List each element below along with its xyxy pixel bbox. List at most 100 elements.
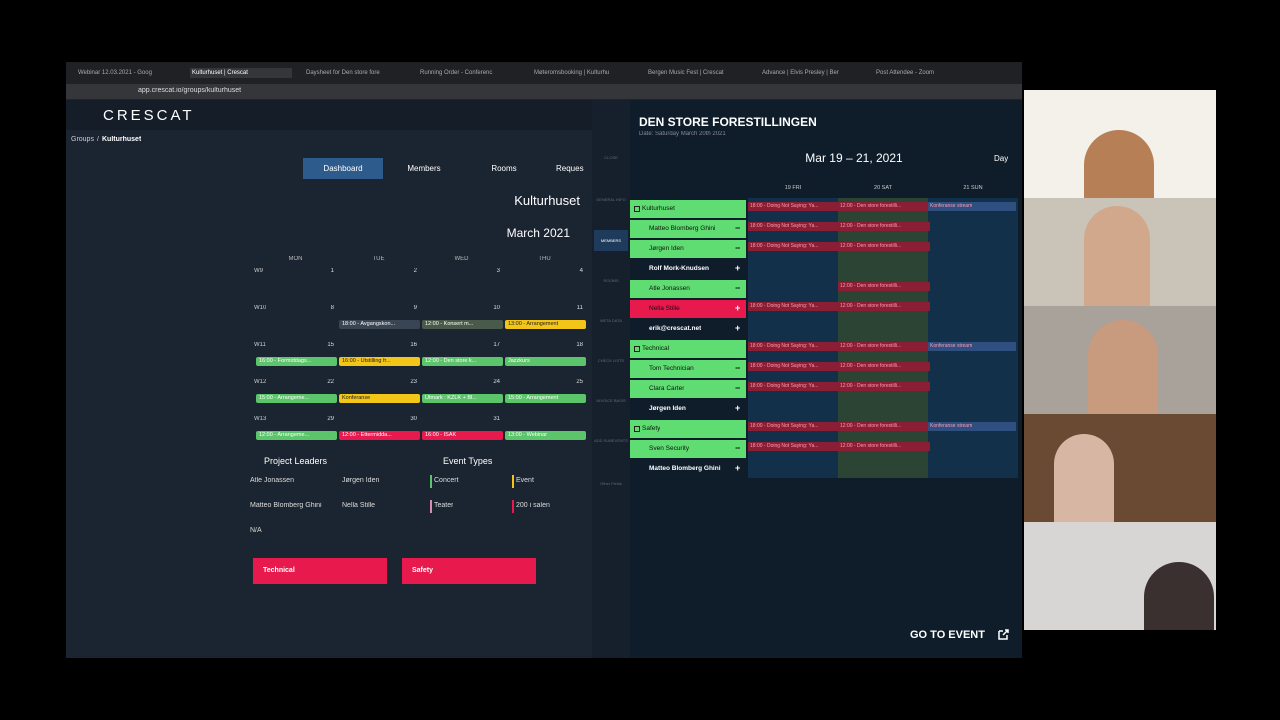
browser-tab[interactable]: Running Order - Conferenc — [420, 70, 493, 76]
sidebar-item[interactable]: GENERAL INFO — [596, 197, 626, 202]
timeline-bar[interactable]: Konferanse stream — [928, 202, 1016, 211]
leader-name: Atle Jonassen — [250, 477, 294, 484]
timeline-bar[interactable]: 18:00 - Doing Not Saying: Ya... — [748, 342, 840, 351]
calendar-event[interactable]: 18:00 - Avgangskon... — [339, 320, 420, 329]
nav-tab[interactable]: Rooms — [491, 164, 517, 173]
sidebar-item[interactable]: MEMBERS — [594, 230, 628, 251]
member-name: Nella Stille — [649, 305, 680, 312]
timeline-bar[interactable]: 12:00 - Den store forestilli... — [838, 422, 930, 431]
member-name: Jørgen Iden — [649, 245, 684, 252]
timeline-bar[interactable]: Konferanse stream — [928, 342, 1016, 351]
timeline-bar[interactable]: 12:00 - Den store forestilli... — [838, 282, 930, 291]
calendar-event[interactable]: 13:00 - Arrangement — [505, 320, 586, 329]
breadcrumb-link[interactable]: Groups — [71, 136, 94, 143]
date: 17 — [493, 342, 500, 348]
member-bg — [630, 380, 746, 398]
sidebar-item[interactable]: CHECK LISTS — [597, 358, 625, 363]
calendar-event[interactable]: 12:00 - Ettermidda... — [339, 431, 420, 440]
timeline-bar[interactable]: 18:00 - Doing Not Saying: Ya... — [748, 242, 840, 251]
browser-tab[interactable]: Webinar 12.03.2021 - Goog — [78, 70, 152, 76]
type-color — [430, 475, 432, 488]
button[interactable]: Technical — [253, 558, 387, 584]
video-tile — [1024, 90, 1216, 198]
timeline-bar[interactable]: 18:00 - Doing Not Saying: Ya... — [748, 422, 840, 431]
address-bar — [66, 84, 1022, 99]
toggle[interactable]: + — [735, 463, 741, 473]
sidebar-item[interactable]: ROOMS — [603, 278, 619, 283]
calendar-event[interactable]: Konferanse — [339, 394, 420, 403]
timeline-bar[interactable]: 18:00 - Doing Not Saying: Ya... — [748, 442, 840, 451]
week-label: W9 — [254, 268, 263, 274]
calendar-event[interactable]: Utmark : KZLK + Bl... — [422, 394, 503, 403]
button[interactable]: Safety — [402, 558, 536, 584]
range: Mar 19 – 21, 2021 — [805, 151, 903, 165]
timeline-bar[interactable]: 18:00 - Doing Not Saying: Ya... — [748, 202, 840, 211]
browser-tab[interactable]: Daysheet for Den store fore — [306, 70, 380, 76]
timeline-bar[interactable]: 18:00 - Doing Not Saying: Ya... — [748, 382, 840, 391]
toggle[interactable]: − — [735, 363, 741, 373]
calendar-event[interactable]: 12:00 - Den store k... — [422, 357, 503, 366]
go-to-event[interactable]: GO TO EVENT — [910, 629, 985, 641]
toggle[interactable]: + — [735, 323, 741, 333]
timeline-bar[interactable]: 18:00 - Doing Not Saying: Ya... — [748, 222, 840, 231]
toggle[interactable]: + — [735, 403, 741, 413]
toggle[interactable]: − — [735, 443, 741, 453]
date: 22 — [327, 379, 334, 385]
timeline-bar[interactable]: 12:00 - Den store forestilli... — [838, 342, 930, 351]
view[interactable]: Day — [994, 154, 1009, 163]
calendar-event[interactable]: 16:00 - ISAK — [422, 431, 503, 440]
member-bg — [630, 360, 746, 378]
leader-name: Matteo Blomberg Ghini — [250, 502, 322, 509]
sidebar-item[interactable]: INVOICE BASIS — [596, 398, 626, 403]
timeline-bar[interactable]: 12:00 - Den store forestilli... — [838, 302, 930, 311]
calendar-event[interactable]: Jazzkurs — [505, 357, 586, 366]
calendar-event[interactable]: 12:00 - Arrangeme... — [256, 431, 337, 440]
toggle[interactable]: − — [735, 283, 741, 293]
sidebar-item[interactable]: META DATA — [600, 318, 622, 323]
sidebar-item[interactable]: CLOSE — [604, 155, 618, 160]
calendar-event[interactable]: 12:00 - Konsert m... — [422, 320, 503, 329]
calendar-event[interactable]: 16:00 - Utstilling fr... — [339, 357, 420, 366]
toggle[interactable]: + — [735, 263, 741, 273]
calendar-event[interactable]: 13:00 - Webinar — [505, 431, 586, 440]
nav-tab[interactable]: Members — [407, 164, 441, 173]
nav-tab[interactable]: Reques — [556, 164, 584, 173]
sidebar-item[interactable]: ADD SUBEVENTS — [594, 438, 628, 443]
day-header: MON — [288, 256, 303, 262]
browser-tab[interactable]: Post Attendee - Zoom — [876, 70, 935, 76]
timeline-bar[interactable]: 12:00 - Den store forestilli... — [838, 242, 930, 251]
calendar-event[interactable]: 16:00 - Formiddags... — [256, 357, 337, 366]
timeline-bar[interactable]: 12:00 - Den store forestilli... — [838, 202, 930, 211]
month-title: March 2021 — [506, 226, 570, 240]
timeline-bar[interactable]: 12:00 - Den store forestilli... — [838, 442, 930, 451]
browser-tab[interactable]: Møteromsbooking | Kulturhu — [534, 70, 610, 76]
sidebar-item[interactable]: Other Fields — [600, 481, 622, 486]
url[interactable]: app.crescat.io/groups/kulturhuset — [138, 87, 242, 94]
timeline-bar[interactable]: 18:00 - Doing Not Saying: Ya... — [748, 362, 840, 371]
day-header: TUE — [372, 256, 385, 262]
week-label: W10 — [254, 305, 267, 311]
timeline-bar[interactable]: 12:00 - Den store forestilli... — [838, 362, 930, 371]
browser-tab[interactable]: Bergen Music Fest | Crescat — [648, 70, 724, 76]
day-header: WED — [454, 256, 469, 262]
timeline-bar[interactable]: 12:00 - Den store forestilli... — [838, 382, 930, 391]
calendar-event[interactable]: 15:00 - Arrangement — [505, 394, 586, 403]
browser-tab[interactable]: Advance | Elvis Presley | Ber — [762, 70, 839, 76]
toggle[interactable]: − — [735, 383, 741, 393]
member-name: Tom Technician — [649, 365, 694, 372]
member-bg — [630, 340, 746, 358]
date: 1 — [330, 268, 334, 274]
timeline-bar[interactable]: Konferanse stream — [928, 422, 1016, 431]
timeline-bar[interactable]: 12:00 - Den store forestilli... — [838, 222, 930, 231]
toggle[interactable]: − — [735, 243, 741, 253]
date: 9 — [413, 305, 417, 311]
calendar-event[interactable]: 15:00 - Arrangeme... — [256, 394, 337, 403]
date: 15 — [327, 342, 334, 348]
toggle[interactable]: − — [735, 223, 741, 233]
toggle[interactable]: + — [735, 303, 741, 313]
nav-tab[interactable]: Dashboard — [303, 158, 383, 179]
week-label: W12 — [254, 379, 267, 385]
timeline-bar[interactable]: 18:00 - Doing Not Saying: Ya... — [748, 302, 840, 311]
breadcrumb-sep: / — [97, 136, 99, 143]
browser-tab[interactable]: Kulturhuset | Crescat — [190, 68, 292, 78]
